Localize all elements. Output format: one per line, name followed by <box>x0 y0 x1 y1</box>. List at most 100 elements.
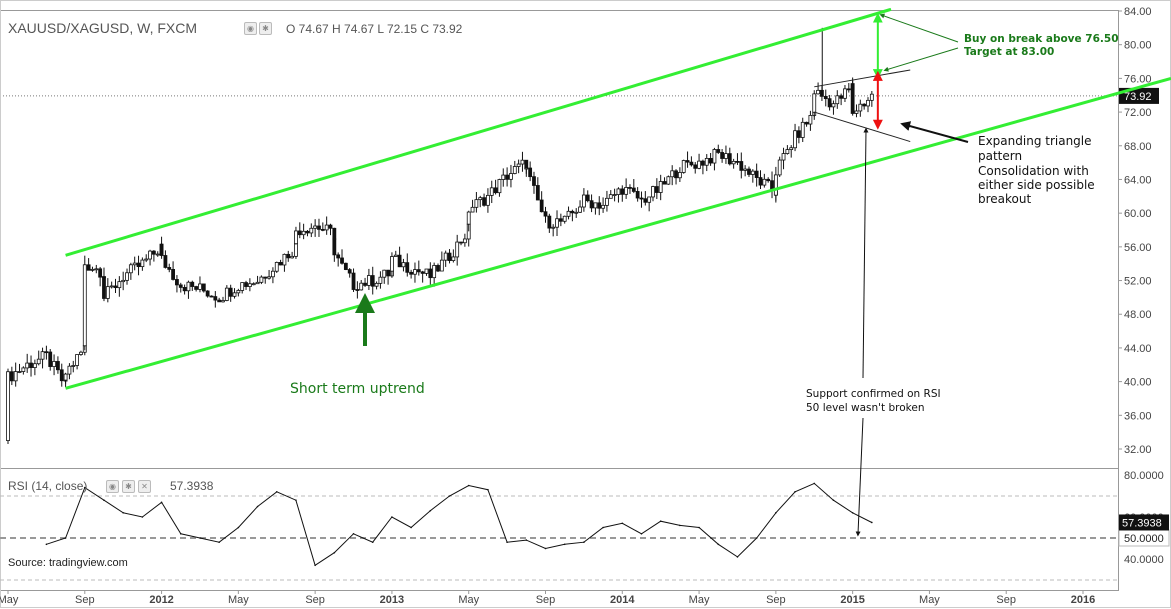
candle-body <box>393 254 398 257</box>
y-tick-label: 40.00 <box>1124 377 1152 389</box>
candle-body <box>597 202 602 209</box>
candle-body <box>40 351 45 360</box>
candle-body <box>486 194 490 206</box>
candle-body <box>94 268 99 271</box>
triangle-pointer-arrow <box>900 121 969 143</box>
candle-body <box>639 197 644 200</box>
candle-body <box>286 253 291 259</box>
candle-body <box>670 170 675 178</box>
y-tick-label: 32.00 <box>1124 444 1152 456</box>
candle-body <box>401 262 406 268</box>
candle-body <box>247 283 252 287</box>
symbol-title[interactable]: XAUUSD/XAGUSD, W, FXCM <box>8 20 198 36</box>
candle-body <box>132 262 137 266</box>
y-tick-label: 36.00 <box>1124 410 1152 422</box>
candle-body <box>635 191 640 199</box>
candle-body <box>581 194 586 208</box>
candle-body <box>466 211 471 225</box>
candle-body <box>712 149 717 164</box>
candle-body <box>808 115 813 125</box>
candle-body <box>474 199 479 208</box>
candle-body <box>843 88 847 99</box>
candle-body <box>305 230 310 234</box>
candle-body <box>71 365 76 367</box>
candle-body <box>497 179 502 194</box>
candle-body <box>217 299 222 303</box>
candle-body <box>205 290 210 297</box>
triangle-upper-line <box>814 69 911 88</box>
x-tick-label: May <box>458 594 479 606</box>
y-tick-label: 68.00 <box>1124 141 1152 153</box>
candle-body <box>48 351 53 367</box>
candle-body <box>524 167 529 170</box>
candle-body <box>685 160 690 163</box>
candle-body <box>271 270 275 278</box>
candle-body <box>167 267 172 270</box>
candle-body <box>443 252 448 261</box>
candle-body <box>539 199 544 213</box>
candle-body <box>620 188 625 195</box>
candle-body <box>470 206 475 213</box>
lower-channel-line <box>65 76 1171 390</box>
y-tick-label: 76.00 <box>1124 73 1152 85</box>
candle-body <box>666 176 671 185</box>
eye-icon[interactable]: ◉ <box>106 480 119 493</box>
candle-body <box>812 93 817 113</box>
rsi-title[interactable]: RSI (14, close) <box>8 479 88 493</box>
candle-body <box>750 170 755 175</box>
close-icon[interactable]: ✕ <box>138 480 151 493</box>
candle-body <box>405 262 410 273</box>
candle-body <box>616 188 621 195</box>
x-tick-label: 2013 <box>380 594 404 606</box>
candle-body <box>75 354 80 366</box>
y-tick-label: 52.00 <box>1124 276 1152 288</box>
settings-icon[interactable]: ✱ <box>122 480 135 493</box>
candle-body <box>658 181 663 193</box>
candle-body <box>102 276 106 299</box>
candle-body <box>228 287 233 297</box>
candle-body <box>624 187 629 195</box>
x-tick-label: 2014 <box>610 594 635 606</box>
candle-body <box>701 160 705 166</box>
candle-body <box>136 262 141 268</box>
candle-body <box>516 163 521 167</box>
eye-icon[interactable]: ◉ <box>244 22 257 35</box>
candle-body <box>804 121 809 125</box>
candle-body <box>593 202 598 209</box>
candle-body <box>340 257 344 264</box>
candle-body <box>447 252 452 261</box>
candle-body <box>186 281 191 292</box>
triangle-annotation-line1: Expanding triangle <box>978 134 1092 148</box>
triangle-annotation-line2: pattern <box>978 149 1022 163</box>
candle-body <box>366 275 371 286</box>
candle-body <box>735 160 740 163</box>
candle-body <box>109 285 114 288</box>
candle-body <box>608 194 613 199</box>
candle-body <box>232 292 237 297</box>
candle-body <box>562 215 567 222</box>
candle-body <box>677 172 682 179</box>
candle-body <box>63 373 68 381</box>
candle-body <box>263 276 268 279</box>
settings-icon[interactable]: ✱ <box>259 22 272 35</box>
candle-body <box>512 166 517 174</box>
candle-body <box>631 187 636 192</box>
buy-pointer-arrow <box>883 47 959 72</box>
candle-body <box>86 264 91 271</box>
x-tick-label: Sep <box>305 594 325 606</box>
rsi-line <box>46 482 873 567</box>
candle-body <box>274 262 279 272</box>
x-tick-label: May <box>0 594 19 606</box>
candle-body <box>221 300 225 303</box>
candle-body <box>693 164 698 169</box>
candle-body <box>201 283 206 292</box>
candle-body <box>255 281 260 285</box>
candle-body <box>363 282 367 286</box>
candle-body <box>25 362 30 369</box>
x-tick-label: Sep <box>75 594 95 606</box>
candle-body <box>297 230 302 236</box>
candle-body <box>59 369 64 382</box>
candle-body <box>862 103 867 107</box>
y-tick-label: 72.00 <box>1124 107 1152 119</box>
